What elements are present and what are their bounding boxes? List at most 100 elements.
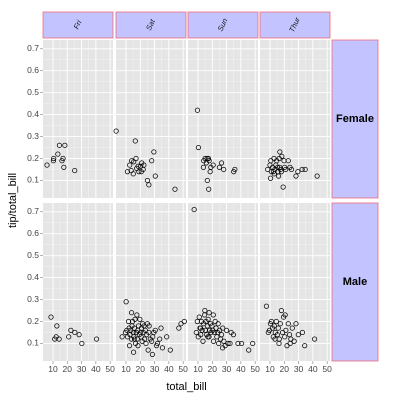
data-point-female-sun (216, 164, 223, 170)
data-point-male-thur (282, 312, 288, 318)
y-tick-label: 0.7 (27, 206, 39, 216)
data-point-male-fri (93, 336, 100, 342)
data-point-female-sat (149, 158, 155, 164)
data-point-female-sun (210, 162, 216, 168)
data-point-male-sun (219, 345, 226, 351)
data-point-male-sun (227, 340, 233, 347)
panel-male-sun (188, 203, 258, 361)
data-point-female-sat (172, 186, 178, 192)
data-point-male-sun (238, 340, 245, 347)
y-tick-label: 0.4 (27, 272, 39, 282)
x-tick-label: 10 (48, 364, 58, 374)
data-point-male-sun (230, 332, 237, 338)
strip-col-thur (259, 11, 331, 39)
data-point-male-sun (213, 325, 219, 331)
panel-male-fri (43, 203, 113, 361)
data-point-male-thur (273, 318, 279, 325)
data-point-male-sun (197, 325, 204, 331)
data-point-male-thur (263, 303, 270, 309)
data-point-female-sat (127, 162, 133, 168)
y-axis-title: tip/total_bill (7, 173, 19, 228)
data-point-male-sat (149, 351, 156, 357)
data-point-male-sun (191, 207, 197, 213)
data-point-male-fri (54, 323, 60, 329)
data-point-female-sat (113, 128, 119, 134)
data-point-male-sat (125, 318, 132, 325)
data-point-female-thur (267, 175, 274, 181)
data-point-female-sat (141, 162, 147, 168)
data-point-male-sat (130, 349, 137, 355)
y-tick-label: 0.6 (27, 65, 39, 75)
x-tick-label: 30 (294, 364, 304, 374)
data-point-male-sun (246, 347, 252, 353)
data-point-female-sat (124, 169, 131, 175)
y-tick-label: 0.2 (27, 153, 39, 163)
data-point-female-fri (62, 142, 68, 148)
data-point-female-fri (44, 162, 50, 168)
data-point-male-sun (205, 316, 211, 322)
data-point-male-sun (223, 327, 230, 333)
data-point-male-thur (283, 327, 289, 333)
data-point-male-sat (146, 323, 152, 329)
data-point-female-thur (293, 173, 299, 179)
data-point-male-thur (293, 321, 299, 327)
data-point-male-thur (272, 336, 278, 342)
y-tick-label: 0.1 (27, 175, 39, 185)
data-point-male-sat (146, 329, 152, 336)
data-point-female-sun (206, 158, 212, 164)
data-point-female-sat (133, 155, 139, 162)
data-point-male-thur (299, 329, 306, 336)
data-point-female-sun (195, 144, 202, 151)
data-point-female-thur (285, 158, 291, 164)
y-tick-label: 0.1 (27, 338, 39, 348)
data-point-female-sat (152, 173, 158, 179)
data-point-male-fri (56, 336, 62, 342)
data-point-female-fri (55, 151, 61, 157)
data-point-female-sat (138, 163, 144, 169)
data-point-female-thur (265, 166, 271, 173)
data-point-female-fri (51, 155, 57, 162)
strip-col-label: Fri (72, 19, 84, 31)
data-point-male-sun (218, 332, 225, 338)
data-point-female-sat (130, 171, 136, 177)
panel-female-sun (188, 40, 258, 198)
y-tick-label: 0.3 (27, 294, 39, 304)
data-point-male-sat (181, 318, 187, 325)
data-point-male-sat (128, 310, 135, 316)
x-tick-label: 50 (178, 364, 188, 374)
data-point-male-sat (119, 334, 125, 340)
x-axis-title: total_bill (166, 381, 206, 393)
data-point-male-sat (132, 316, 138, 322)
data-point-male-sat (137, 316, 143, 322)
data-point-female-thur (283, 166, 289, 173)
data-point-female-sat (135, 163, 141, 169)
data-point-female-sat (146, 182, 152, 188)
data-point-male-sun (211, 329, 218, 336)
strip-col-fri (42, 11, 114, 39)
strip-row-label: Female (336, 113, 374, 125)
data-point-male-thur (268, 318, 275, 325)
data-point-female-sat (151, 149, 157, 155)
data-point-female-thur (279, 153, 285, 159)
data-point-male-sat (141, 336, 148, 342)
data-point-male-sun (193, 329, 199, 336)
x-tick-label: 40 (236, 364, 246, 374)
data-point-male-thur (289, 325, 295, 331)
data-point-male-sat (159, 345, 166, 351)
data-point-male-thur (287, 340, 293, 347)
x-tick-label: 50 (105, 364, 115, 374)
data-point-female-thur (278, 169, 285, 175)
x-tick-label: 10 (193, 364, 203, 374)
data-point-female-sat (138, 169, 144, 175)
data-point-male-sat (164, 334, 170, 340)
x-tick-label: 20 (280, 364, 290, 374)
data-point-female-thur (314, 173, 320, 179)
data-point-male-sun (225, 340, 231, 347)
x-tick-label: 20 (136, 364, 146, 374)
data-point-male-sun (200, 338, 206, 344)
x-tick-label: 50 (250, 364, 260, 374)
strip-row-male (331, 202, 379, 362)
data-point-male-sat (145, 347, 151, 353)
data-point-male-thur (278, 307, 285, 314)
x-tick-label: 40 (91, 364, 101, 374)
